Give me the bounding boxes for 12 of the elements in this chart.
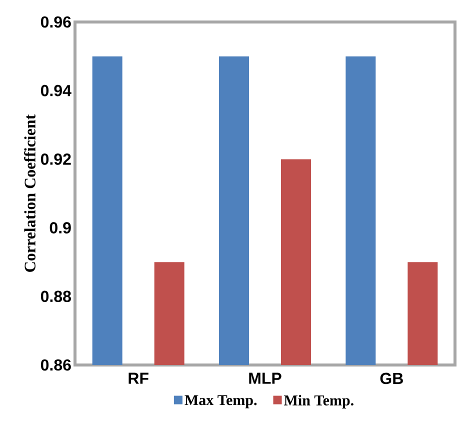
x-tick-label: MLP: [249, 372, 282, 384]
y-tick-label: 0.94: [40, 84, 72, 96]
x-tick-label: RF: [128, 372, 148, 384]
y-tick-label: 0.96: [40, 16, 71, 28]
y-tick-label: 0.9: [50, 222, 71, 234]
x-tick-label: GB: [380, 372, 403, 384]
y-tick-label: 0.88: [40, 290, 71, 302]
legend-label: Max Temp.: [184, 395, 257, 408]
y-axis-title: Correlation Coefficient: [24, 114, 36, 272]
y-tick-label: 0.92: [40, 154, 71, 165]
y-tick-label: 0.86: [40, 359, 71, 371]
legend-label: Min Temp.: [284, 394, 354, 409]
